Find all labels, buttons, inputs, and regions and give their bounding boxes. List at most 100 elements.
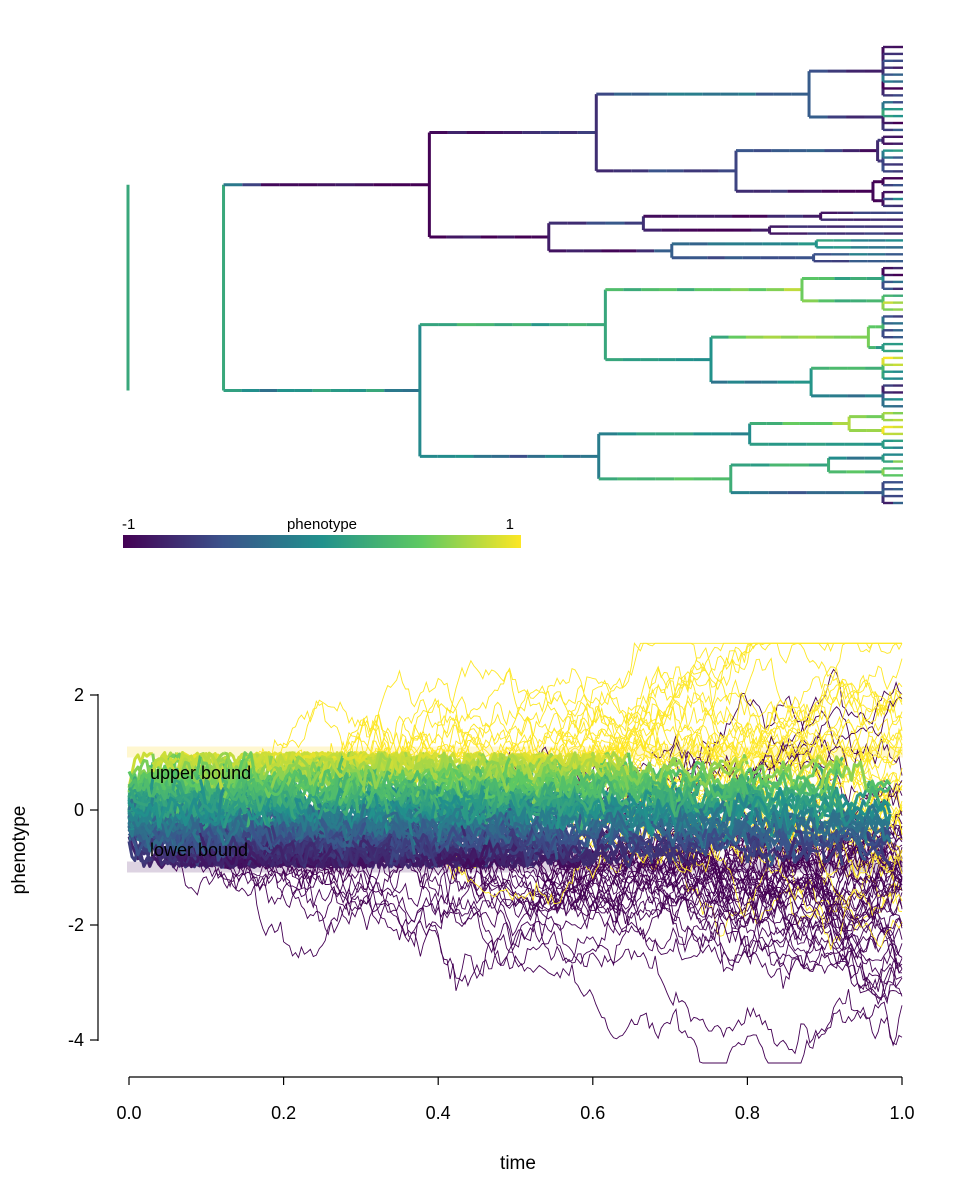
lineage-bounded-segment xyxy=(246,751,274,799)
lineage-bounded-segment xyxy=(841,799,868,827)
lineage-bounded-segment xyxy=(698,770,724,799)
lower-bound-label: lower bound xyxy=(150,840,248,860)
lineage-bounded-segment xyxy=(198,822,226,862)
lineage-bounded-segment xyxy=(865,826,892,849)
lineage-bounded-segment xyxy=(198,751,225,799)
lineage-bounded-segment xyxy=(413,785,440,823)
lineage-bounded-segment xyxy=(555,768,582,792)
lineage-bounded-segment xyxy=(317,787,345,820)
lineage-bounded-segment xyxy=(675,835,701,851)
x-tick-label: 0.2 xyxy=(271,1103,296,1123)
lineage-bounded-segment xyxy=(722,777,749,802)
lineage-bounded-segment xyxy=(317,809,345,849)
lineage-bounded-segment xyxy=(222,815,249,841)
lineage-escaped-path xyxy=(431,857,903,1064)
lineage-bounded-segment xyxy=(698,785,726,823)
lineage-escaped-path xyxy=(663,829,903,974)
lineage-bounded-segment xyxy=(317,756,344,778)
lineage-bounded-segment xyxy=(222,840,250,869)
lineage-bounded-segment xyxy=(175,792,202,818)
lineage-bounded-segment xyxy=(127,778,154,798)
lineage-bounded-segment xyxy=(794,778,821,799)
lineage-bounded-segment xyxy=(817,822,844,844)
lineage-bounded-segment xyxy=(127,801,155,818)
lineage-bounded-segment xyxy=(579,774,607,799)
lineage-bounded-segment xyxy=(722,777,748,798)
lineage-bounded-segment xyxy=(389,800,416,824)
legend-min-label: -1 xyxy=(122,516,135,533)
lineage-bounded-segment xyxy=(342,817,368,849)
lineage-bounded-segment xyxy=(365,770,392,810)
x-tick-label: 0.4 xyxy=(426,1103,451,1123)
lineage-bounded-segment xyxy=(818,812,844,837)
lineage-bounded-segment xyxy=(841,760,868,790)
lineage-bounded-segment xyxy=(508,771,535,795)
tree-panel xyxy=(126,45,903,505)
lineage-bounded-segment xyxy=(342,754,368,763)
lineage-bounded-segment xyxy=(865,837,891,858)
lineage-bounded-segment xyxy=(627,777,654,804)
lineage-bounded-segment xyxy=(270,841,297,868)
lineage-bounded-segment xyxy=(436,762,464,799)
lineage-bounded-segment xyxy=(555,843,582,866)
lineage-bounded-segment xyxy=(436,807,463,843)
lineage-bounded-segment xyxy=(319,768,345,806)
tree-edges xyxy=(126,47,885,503)
lineage-bounded-segment xyxy=(579,805,606,827)
lineage-bounded-segment xyxy=(294,804,321,842)
lineage-bounded-segment xyxy=(627,798,654,829)
lineage-bounded-segment xyxy=(175,760,202,784)
lineage-bounded-segment xyxy=(223,780,250,803)
upper-bound-label: upper bound xyxy=(150,763,251,783)
lineage-bounded-segment xyxy=(793,816,820,838)
lineage-bounded-segment xyxy=(127,798,155,853)
lineage-bounded-segment xyxy=(437,826,463,854)
lineage-bounded-segment xyxy=(531,753,558,765)
lineage-bounded-segment xyxy=(460,824,488,851)
lineage-bounded-segment xyxy=(175,797,202,827)
lineage-bounded-segment xyxy=(341,764,369,787)
lineage-bounded-segment xyxy=(460,785,487,826)
lineage-escaped-path xyxy=(372,642,903,773)
x-tick-label: 0.6 xyxy=(580,1103,605,1123)
lineage-bounded-segment xyxy=(413,759,440,782)
lineage-bounded-segment xyxy=(698,827,725,857)
y-axis-title: phenotype xyxy=(9,806,30,895)
color-legend: -1 phenotype 1 xyxy=(122,516,521,548)
lineage-bounded-segment xyxy=(198,832,226,869)
lineage-bounded-segment xyxy=(532,793,559,813)
lineage-bounded-segment xyxy=(127,751,153,789)
lineage-bounded-segment xyxy=(128,796,153,816)
lineage-bounded-segment xyxy=(198,756,226,789)
lineage-bounded-segment xyxy=(604,765,630,793)
lineage-bounded-segment xyxy=(531,825,558,842)
lineage-bounded-segment xyxy=(722,792,749,843)
lineage-bounded-segment xyxy=(341,803,369,842)
lineage-bounded-segment xyxy=(864,803,892,843)
lineage-bounded-segment xyxy=(318,845,345,869)
lineage-bounded-segment xyxy=(651,818,678,848)
lineage-escaped-path xyxy=(604,691,903,763)
y-tick-label: -2 xyxy=(68,915,84,935)
lineage-bounded-segment xyxy=(270,769,297,796)
lineage-bounded-segment xyxy=(270,761,297,789)
lineage-bounded-segment xyxy=(461,858,487,869)
lineage-bounded-segment xyxy=(200,753,226,790)
lineage-bounded-segment xyxy=(818,755,844,790)
lineage-bounded-segment xyxy=(484,839,512,869)
lineage-escaped-path xyxy=(565,849,903,988)
lineage-bounded-segment xyxy=(151,829,178,841)
legend-max-label: 1 xyxy=(506,516,514,533)
lineage-bounded-segment xyxy=(175,754,202,777)
lineage-bounded-segment xyxy=(270,753,297,773)
lineage-bounded-segment xyxy=(722,762,749,780)
lineage-bounded-segment xyxy=(317,803,344,831)
lineage-bounded-segment xyxy=(556,775,581,799)
lineage-bounded-segment xyxy=(270,786,297,821)
tree-tips xyxy=(769,45,903,505)
lineage-bounded-segment xyxy=(175,824,202,851)
lineage-bounded-segment xyxy=(222,757,249,799)
lineage-escaped-path xyxy=(862,851,903,883)
trait-panel: upper bound lower bound -4 -2 0 2 0.0 0.2 0.4… xyxy=(9,642,915,1174)
lineage-bounded-segment xyxy=(555,781,582,817)
